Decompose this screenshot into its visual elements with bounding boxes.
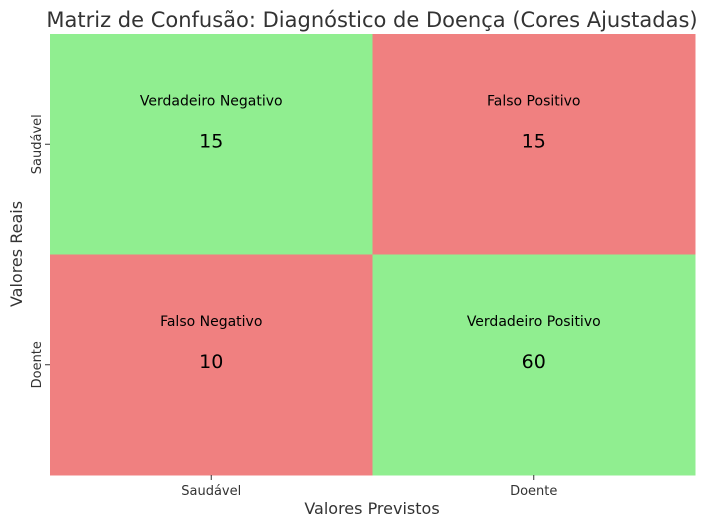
- x-tick-label: Saudável: [181, 484, 241, 499]
- heatmap-cell: Verdadeiro Positivo 60: [372, 254, 696, 476]
- cell-label: Verdadeiro Negativo: [140, 93, 283, 109]
- x-axis-label: Valores Previstos: [304, 499, 439, 518]
- x-tick-label: Doente: [510, 484, 557, 499]
- axis-ticks: Saudável Doente Saudável Doente: [30, 114, 557, 499]
- cell-label: Falso Negativo: [160, 314, 262, 330]
- heatmap-cell: Verdadeiro Negativo 15: [50, 34, 373, 255]
- cell-value: 60: [522, 351, 546, 373]
- y-tick-label: Saudável: [30, 114, 45, 174]
- heatmap-cell: Falso Positivo 15: [372, 34, 696, 255]
- heatmap-cell: Falso Negativo 10: [50, 254, 373, 476]
- cell-rect: [372, 254, 696, 476]
- cell-label: Verdadeiro Positivo: [467, 314, 601, 330]
- cell-label: Falso Positivo: [487, 93, 580, 109]
- cell-value: 15: [199, 130, 223, 152]
- cell-rect: [50, 254, 373, 476]
- cell-value: 15: [522, 130, 546, 152]
- y-tick-label: Doente: [30, 341, 45, 388]
- cell-value: 10: [199, 351, 223, 373]
- cell-rect: [372, 34, 696, 255]
- y-axis-label: Valores Reais: [7, 201, 26, 307]
- chart-title: Matriz de Confusão: Diagnóstico de Doenç…: [46, 8, 697, 32]
- cell-rect: [50, 34, 373, 255]
